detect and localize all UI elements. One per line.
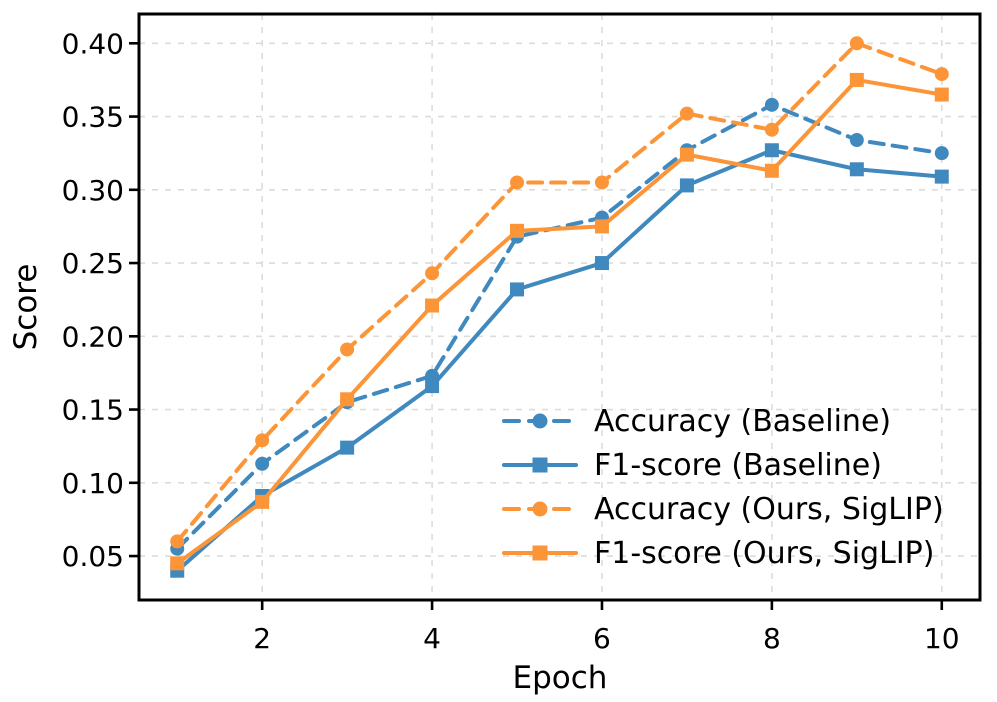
data-point-marker (170, 534, 185, 549)
y-tick-label: 0.20 (62, 320, 124, 353)
data-point-marker (340, 440, 355, 455)
data-point-marker (594, 175, 609, 190)
data-point-marker (510, 282, 525, 297)
data-point-marker (934, 146, 949, 161)
legend-item-label: Accuracy (Baseline) (594, 404, 891, 439)
data-point-marker (510, 175, 525, 190)
data-point-marker (934, 67, 949, 82)
data-point-marker (849, 36, 864, 51)
legend-item: Accuracy (Baseline) (502, 404, 891, 439)
x-tick-label: 2 (253, 622, 271, 655)
y-tick-label: 0.05 (62, 540, 124, 573)
data-point-marker (255, 433, 270, 448)
y-tick-label: 0.25 (62, 247, 124, 280)
series-line (175, 77, 944, 566)
data-point-marker (340, 342, 355, 357)
y-axis-label: Score (8, 264, 44, 351)
data-point-marker (849, 162, 864, 177)
legend-marker-square (532, 457, 548, 473)
data-point-marker (594, 256, 609, 271)
legend-marker-circle (532, 501, 548, 517)
series-line (175, 41, 944, 544)
y-tick-label: 0.10 (62, 467, 124, 500)
data-point-marker (594, 219, 609, 234)
legend-item-label: F1-score (Baseline) (594, 448, 882, 483)
x-tick-label: 8 (763, 622, 781, 655)
y-tick-label: 0.15 (62, 394, 124, 427)
y-tick-label: 0.30 (62, 174, 124, 207)
data-point-marker (425, 298, 440, 313)
y-tick-label: 0.35 (62, 101, 124, 134)
data-point-marker (510, 223, 525, 238)
data-point-marker (679, 147, 694, 162)
x-tick-label: 10 (924, 622, 960, 655)
data-point-marker (679, 178, 694, 193)
plot-border (137, 12, 982, 602)
data-point-marker (425, 266, 440, 281)
data-point-marker (849, 72, 864, 87)
data-point-marker (170, 556, 185, 571)
data-point-marker (764, 143, 779, 158)
data-point-marker (849, 132, 864, 147)
legend-marker-circle (532, 413, 548, 429)
data-point-marker (255, 456, 270, 471)
grid-layer (139, 14, 980, 600)
series-layer (170, 36, 949, 578)
data-point-marker (340, 392, 355, 407)
y-tick-label: 0.40 (62, 27, 124, 60)
data-point-marker (679, 106, 694, 121)
data-point-marker (764, 122, 779, 137)
tick-layer: 2 4 6 8 10 0.05 0.10 0.15 0.20 0.25 0.30 0.35 0.40 (62, 27, 960, 655)
series-line (175, 148, 944, 573)
data-point-marker (255, 494, 270, 509)
legend-item: Accuracy (Ours, SigLIP) (502, 492, 944, 527)
x-axis-label: Epoch (513, 660, 608, 696)
data-point-marker (764, 97, 779, 112)
data-point-marker (934, 87, 949, 102)
legend-item: F1-score (Ours, SigLIP) (502, 536, 934, 571)
x-tick-label: 6 (593, 622, 611, 655)
data-point-marker (425, 379, 440, 394)
legend-marker-square (532, 545, 548, 561)
data-point-marker (764, 163, 779, 178)
legend: Accuracy (Baseline) F1-score (Baseline) Ac… (502, 404, 944, 571)
legend-item: F1-score (Baseline) (502, 448, 882, 483)
data-point-marker (934, 169, 949, 184)
x-tick-label: 4 (423, 622, 441, 655)
legend-item-label: F1-score (Ours, SigLIP) (594, 536, 934, 571)
legend-item-label: Accuracy (Ours, SigLIP) (594, 492, 944, 527)
